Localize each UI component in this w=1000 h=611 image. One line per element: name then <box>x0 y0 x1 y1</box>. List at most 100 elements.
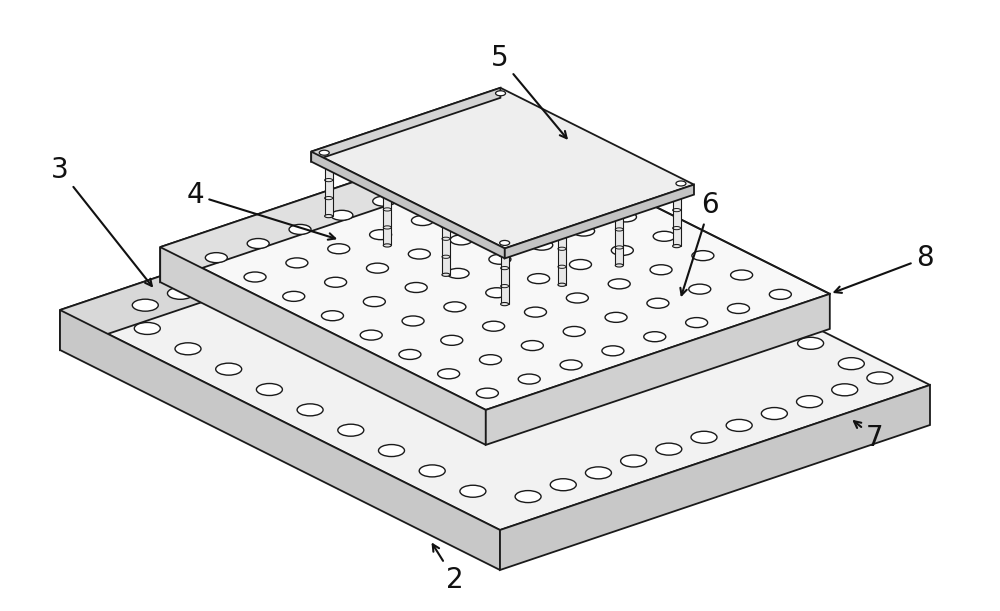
Ellipse shape <box>621 455 647 467</box>
Text: 7: 7 <box>854 421 884 452</box>
Ellipse shape <box>727 304 749 313</box>
Ellipse shape <box>441 224 449 228</box>
Ellipse shape <box>244 272 266 282</box>
Ellipse shape <box>553 215 579 227</box>
Ellipse shape <box>513 195 539 207</box>
Ellipse shape <box>134 323 160 334</box>
Ellipse shape <box>673 244 681 247</box>
Ellipse shape <box>449 192 475 205</box>
Ellipse shape <box>325 277 347 287</box>
Polygon shape <box>160 131 830 410</box>
Ellipse shape <box>360 330 382 340</box>
Ellipse shape <box>399 349 421 359</box>
Ellipse shape <box>689 284 711 294</box>
Ellipse shape <box>560 360 582 370</box>
Polygon shape <box>614 162 622 217</box>
Ellipse shape <box>216 363 242 375</box>
Ellipse shape <box>650 265 672 275</box>
Ellipse shape <box>442 273 450 276</box>
Ellipse shape <box>676 276 702 288</box>
Ellipse shape <box>289 224 311 235</box>
Ellipse shape <box>383 189 391 192</box>
Ellipse shape <box>602 346 624 356</box>
Ellipse shape <box>635 256 661 268</box>
Ellipse shape <box>308 240 334 252</box>
Polygon shape <box>382 142 390 197</box>
Ellipse shape <box>325 214 333 218</box>
Ellipse shape <box>480 355 502 365</box>
Ellipse shape <box>132 299 158 311</box>
Ellipse shape <box>442 218 450 221</box>
Ellipse shape <box>382 195 390 199</box>
Ellipse shape <box>558 283 566 287</box>
Ellipse shape <box>238 263 264 276</box>
Ellipse shape <box>615 209 623 212</box>
Polygon shape <box>486 294 830 445</box>
Ellipse shape <box>521 340 543 351</box>
Ellipse shape <box>615 264 623 267</box>
Polygon shape <box>498 152 506 207</box>
Ellipse shape <box>408 249 430 259</box>
Ellipse shape <box>611 246 633 255</box>
Polygon shape <box>60 165 490 350</box>
Ellipse shape <box>496 91 506 96</box>
Ellipse shape <box>256 384 282 395</box>
Ellipse shape <box>576 192 598 203</box>
Polygon shape <box>555 133 563 188</box>
Ellipse shape <box>492 221 514 231</box>
Ellipse shape <box>483 321 505 331</box>
Ellipse shape <box>498 150 506 153</box>
Ellipse shape <box>716 296 742 309</box>
Ellipse shape <box>676 181 686 186</box>
Ellipse shape <box>653 232 675 241</box>
Text: 3: 3 <box>51 156 152 286</box>
Polygon shape <box>311 88 694 249</box>
Ellipse shape <box>524 307 546 317</box>
Polygon shape <box>501 249 509 304</box>
Ellipse shape <box>414 204 440 216</box>
Ellipse shape <box>321 311 343 321</box>
Ellipse shape <box>585 467 611 479</box>
Polygon shape <box>673 191 681 246</box>
Ellipse shape <box>370 230 392 240</box>
Ellipse shape <box>382 140 390 144</box>
Ellipse shape <box>405 282 427 293</box>
Ellipse shape <box>366 263 388 273</box>
Polygon shape <box>311 152 505 258</box>
Ellipse shape <box>379 216 405 228</box>
Ellipse shape <box>761 408 787 420</box>
Ellipse shape <box>373 196 395 206</box>
Polygon shape <box>505 185 694 258</box>
Ellipse shape <box>402 316 424 326</box>
Polygon shape <box>499 200 507 255</box>
Ellipse shape <box>383 244 391 247</box>
Ellipse shape <box>331 210 353 221</box>
Polygon shape <box>439 122 447 177</box>
Polygon shape <box>557 181 565 236</box>
Ellipse shape <box>328 244 350 254</box>
Ellipse shape <box>167 287 193 299</box>
Ellipse shape <box>439 121 447 124</box>
Ellipse shape <box>605 312 627 323</box>
Polygon shape <box>497 103 505 158</box>
Ellipse shape <box>486 288 508 298</box>
Ellipse shape <box>691 431 717 443</box>
Ellipse shape <box>515 491 541 503</box>
Ellipse shape <box>297 404 323 416</box>
Text: 2: 2 <box>433 544 464 594</box>
Ellipse shape <box>566 293 588 303</box>
Polygon shape <box>311 88 500 161</box>
Ellipse shape <box>273 252 299 264</box>
Ellipse shape <box>444 302 466 312</box>
Ellipse shape <box>757 317 783 329</box>
Ellipse shape <box>453 202 475 211</box>
Ellipse shape <box>798 337 824 349</box>
Ellipse shape <box>460 485 486 497</box>
Ellipse shape <box>797 396 823 408</box>
Ellipse shape <box>378 445 404 456</box>
Polygon shape <box>500 385 930 570</box>
Ellipse shape <box>497 101 505 104</box>
Ellipse shape <box>531 240 553 250</box>
Ellipse shape <box>286 258 308 268</box>
Ellipse shape <box>319 150 329 155</box>
